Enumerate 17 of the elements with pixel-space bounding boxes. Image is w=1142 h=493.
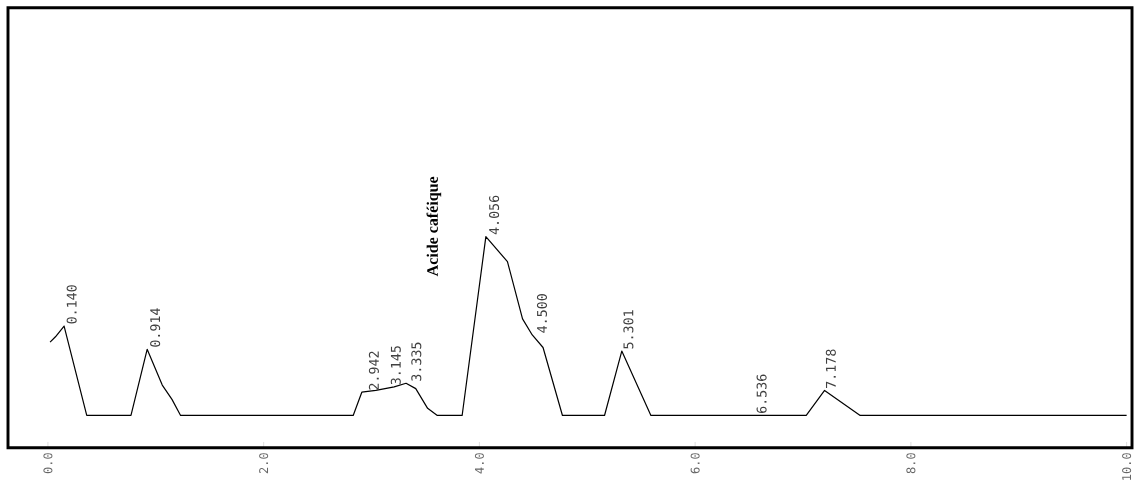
annotation: 3.145 [390,346,401,385]
annotation: 4.500 [536,294,548,333]
x-tick-label: 10.0 [1122,453,1132,480]
annotation: 5.301 [623,310,634,349]
x-tick-label: 0.0 [43,453,53,474]
x-tick-label: 6.0 [690,453,700,474]
annotation: 0.140 [66,285,77,324]
annotation: 2.942 [368,351,379,390]
annotation: Acide caféique [426,176,442,277]
x-tick-label: 4.0 [474,453,484,474]
annotation: 4.056 [489,195,500,235]
annotation: 6.536 [756,374,767,414]
annotation: 0.914 [150,308,161,347]
x-tick-label: 2.0 [259,453,269,474]
x-tick-label: 8.0 [906,453,916,474]
annotation: 7.178 [825,349,836,388]
annotation: 3.335 [411,342,422,381]
